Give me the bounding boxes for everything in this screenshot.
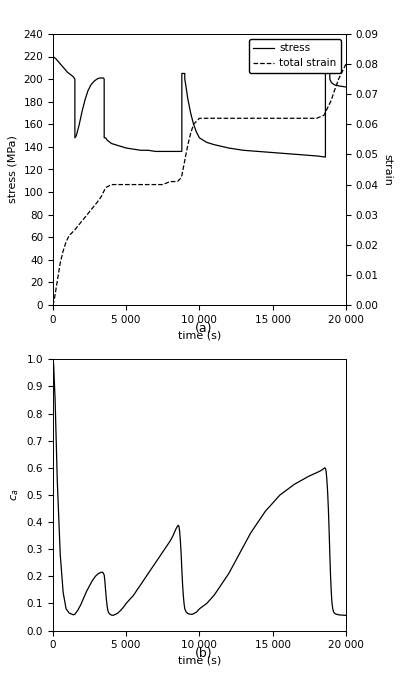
total strain: [58, 259, 63, 267]
total strain: [131, 180, 136, 188]
total strain: [61, 247, 66, 255]
total strain: [178, 174, 183, 182]
total strain: [188, 129, 193, 138]
total strain: [124, 180, 129, 188]
total strain: [70, 228, 74, 237]
total strain: [63, 238, 68, 246]
stress: [50, 52, 55, 60]
total strain: [194, 117, 199, 125]
total strain: [50, 301, 55, 309]
total strain: [179, 172, 184, 180]
stress: [329, 79, 334, 87]
total strain: [285, 114, 290, 122]
total strain: [300, 114, 304, 122]
stress: [344, 83, 348, 91]
total strain: [72, 226, 77, 234]
Y-axis label: stress (MPa): stress (MPa): [8, 136, 18, 203]
total strain: [185, 141, 190, 149]
stress: [168, 147, 173, 155]
total strain: [80, 217, 85, 225]
Y-axis label: strain: strain: [383, 153, 393, 186]
total strain: [270, 114, 275, 122]
total strain: [87, 207, 92, 216]
total strain: [226, 114, 231, 122]
total strain: [52, 295, 57, 303]
total strain: [102, 186, 107, 195]
total strain: [67, 232, 72, 240]
total strain: [99, 193, 104, 201]
total strain: [329, 96, 334, 104]
Y-axis label: $c_a$: $c_a$: [9, 489, 21, 501]
total strain: [55, 277, 60, 285]
Text: (b): (b): [195, 647, 212, 660]
total strain: [336, 75, 341, 83]
total strain: [341, 66, 346, 74]
total strain: [322, 111, 326, 119]
total strain: [103, 184, 108, 192]
total strain: [94, 199, 99, 207]
total strain: [182, 157, 187, 165]
Legend: stress, total strain: stress, total strain: [249, 39, 341, 73]
total strain: [204, 114, 209, 122]
total strain: [197, 114, 202, 122]
Text: (a): (a): [195, 322, 212, 335]
stress: [56, 58, 61, 66]
stress: [50, 301, 55, 309]
total strain: [160, 180, 165, 188]
stress: [101, 74, 106, 82]
total strain: [241, 114, 246, 122]
X-axis label: time (s): time (s): [178, 656, 221, 666]
total strain: [138, 180, 143, 188]
total strain: [153, 180, 158, 188]
total strain: [212, 114, 217, 122]
total strain: [146, 180, 151, 188]
total strain: [109, 180, 114, 188]
Line: total strain: total strain: [53, 64, 346, 305]
total strain: [323, 108, 328, 117]
total strain: [116, 180, 121, 188]
total strain: [168, 178, 173, 186]
Line: stress: stress: [53, 56, 346, 305]
stress: [270, 148, 275, 157]
total strain: [344, 60, 348, 68]
X-axis label: time (s): time (s): [178, 330, 221, 340]
total strain: [314, 114, 319, 122]
total strain: [175, 178, 180, 186]
total strain: [332, 87, 337, 95]
total strain: [191, 120, 196, 128]
total strain: [256, 114, 260, 122]
stress: [184, 84, 189, 92]
